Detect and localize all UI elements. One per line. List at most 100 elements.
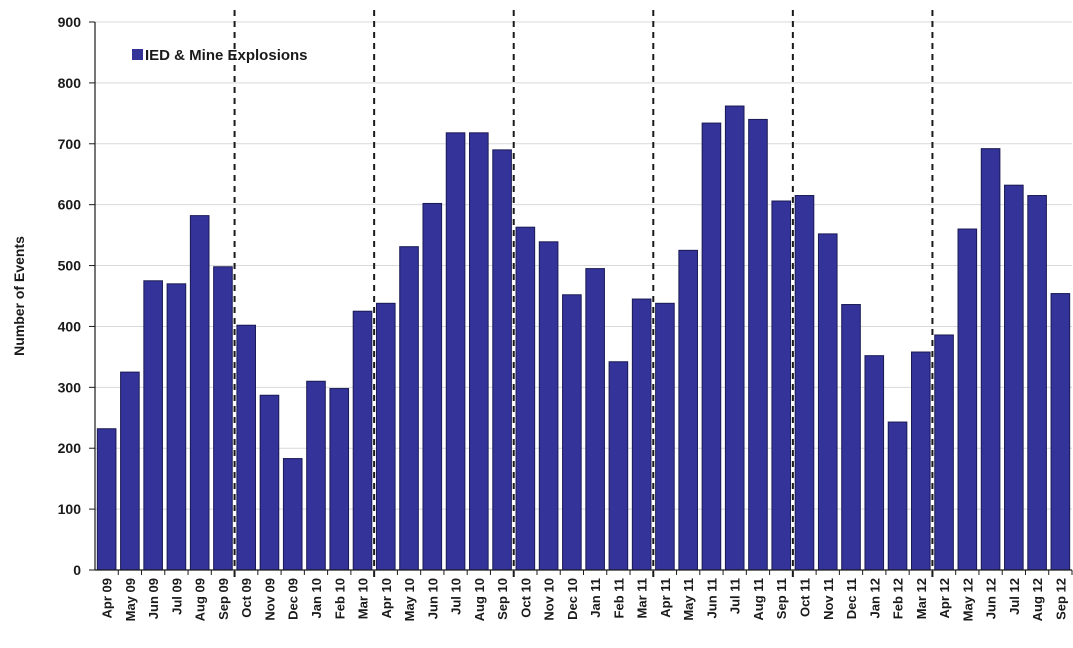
- x-tick-label: Feb 10: [332, 578, 347, 619]
- bar: [422, 202, 443, 571]
- x-tick-label: Jul 10: [449, 578, 464, 615]
- bar: [934, 334, 954, 571]
- x-tick-label: Jun 12: [984, 578, 999, 619]
- x-tick-label: Jan 12: [867, 578, 882, 618]
- bar: [771, 200, 792, 571]
- bar: [399, 246, 419, 571]
- y-axis-label: Number of Events: [11, 236, 27, 356]
- bar: [445, 132, 466, 571]
- y-tick-label: 900: [58, 14, 82, 30]
- bar: [120, 371, 140, 571]
- x-tick-label: Jul 11: [728, 578, 743, 614]
- x-tick-label: Mar 11: [635, 578, 650, 618]
- bar: [794, 195, 815, 571]
- x-tick-label: Oct 11: [797, 578, 812, 617]
- bars: [96, 105, 1071, 571]
- y-tick-label: 800: [58, 75, 82, 91]
- bar: [329, 388, 350, 571]
- bar: [980, 148, 1001, 571]
- period-dividers: [233, 10, 934, 582]
- bar: [1027, 195, 1047, 571]
- x-tick-label: Jan 10: [309, 578, 324, 618]
- bar: [585, 268, 605, 571]
- x-tick-label: Feb 11: [611, 578, 626, 618]
- x-tick-label: Oct 09: [239, 578, 254, 618]
- y-tick-labels: 0 100 200 300 400 500 600 700 800 900: [58, 14, 95, 578]
- bar: [213, 266, 233, 571]
- bar: [655, 302, 675, 571]
- x-tick-label: Jun 10: [425, 578, 440, 619]
- x-tick-label: Aug 11: [751, 578, 766, 621]
- x-tick-label: Dec 09: [286, 578, 301, 620]
- bar: [143, 280, 163, 571]
- x-tick-label: Apr 12: [937, 578, 952, 618]
- x-tick-label: Jul 12: [1007, 578, 1022, 615]
- x-tick-label: Jan 11: [588, 578, 603, 618]
- x-tick-label: May 10: [402, 578, 417, 621]
- bar: [562, 294, 582, 571]
- bar: [189, 215, 210, 571]
- bar: [306, 380, 326, 571]
- bar: [701, 122, 722, 571]
- bar: [515, 226, 536, 571]
- x-tick-label: May 11: [681, 578, 696, 621]
- bar: [352, 310, 373, 571]
- x-tick-label: Aug 10: [472, 578, 487, 621]
- bar: [817, 233, 838, 571]
- y-tick-label: 100: [58, 501, 82, 517]
- bar: [96, 428, 117, 571]
- grid-lines: [95, 21, 1072, 510]
- bar: [957, 228, 978, 571]
- legend: IED & Mine Explosions: [132, 47, 308, 64]
- bar: [492, 149, 512, 571]
- bar: [841, 304, 861, 571]
- bar: [259, 394, 280, 571]
- y-tick-label: 0: [73, 562, 81, 578]
- y-tick-label: 600: [58, 197, 82, 213]
- bar: [236, 324, 257, 571]
- y-tick-label: 700: [58, 136, 82, 152]
- bar: [1004, 184, 1024, 571]
- bar: [887, 421, 908, 571]
- y-tick-label: 300: [58, 379, 82, 395]
- bar: [910, 351, 931, 571]
- x-tick-label: Apr 09: [100, 578, 115, 618]
- x-tick-label: Sep 09: [216, 578, 231, 620]
- x-tick-label: Apr 10: [379, 578, 394, 618]
- x-tick-label: Nov 09: [262, 578, 277, 621]
- y-tick-label: 200: [58, 440, 82, 456]
- x-tick-label: Feb 12: [891, 578, 906, 619]
- bar: [538, 241, 559, 571]
- x-tick-labels: Apr 09 May 09 Jun 09 Jul 09 Aug 09 Sep 09 Oct …: [100, 570, 1073, 621]
- bar: [608, 361, 629, 571]
- y-tick-label: 500: [58, 258, 82, 274]
- x-tick-label: Aug 12: [1030, 578, 1045, 621]
- x-tick-label: Mar 12: [914, 578, 929, 619]
- x-tick-label: Jun 09: [146, 578, 161, 619]
- x-tick-label: Nov 11: [821, 578, 836, 620]
- x-tick-label: Jun 11: [704, 578, 719, 618]
- bar: [631, 298, 652, 571]
- x-tick-label: Apr 11: [658, 578, 673, 618]
- x-tick-label: Oct 10: [518, 578, 533, 618]
- x-tick-label: Dec 10: [565, 578, 580, 620]
- legend-label: IED & Mine Explosions: [145, 47, 308, 64]
- x-tick-label: May 09: [123, 578, 138, 621]
- bar: [166, 283, 187, 571]
- x-tick-label: Nov 10: [542, 578, 557, 621]
- bar: [864, 355, 885, 571]
- bar: [678, 249, 698, 571]
- bar: [1050, 293, 1071, 571]
- x-tick-label: Sep 12: [1053, 578, 1068, 620]
- legend-swatch: [132, 49, 143, 60]
- x-tick-label: Aug 09: [193, 578, 208, 621]
- x-tick-label: Dec 11: [844, 578, 859, 619]
- bar: [375, 302, 396, 571]
- x-tick-label: Mar 10: [356, 578, 371, 619]
- x-tick-label: Sep 11: [774, 578, 789, 619]
- bar: [282, 458, 303, 571]
- x-tick-label: Sep 10: [495, 578, 510, 620]
- bar: [724, 105, 745, 571]
